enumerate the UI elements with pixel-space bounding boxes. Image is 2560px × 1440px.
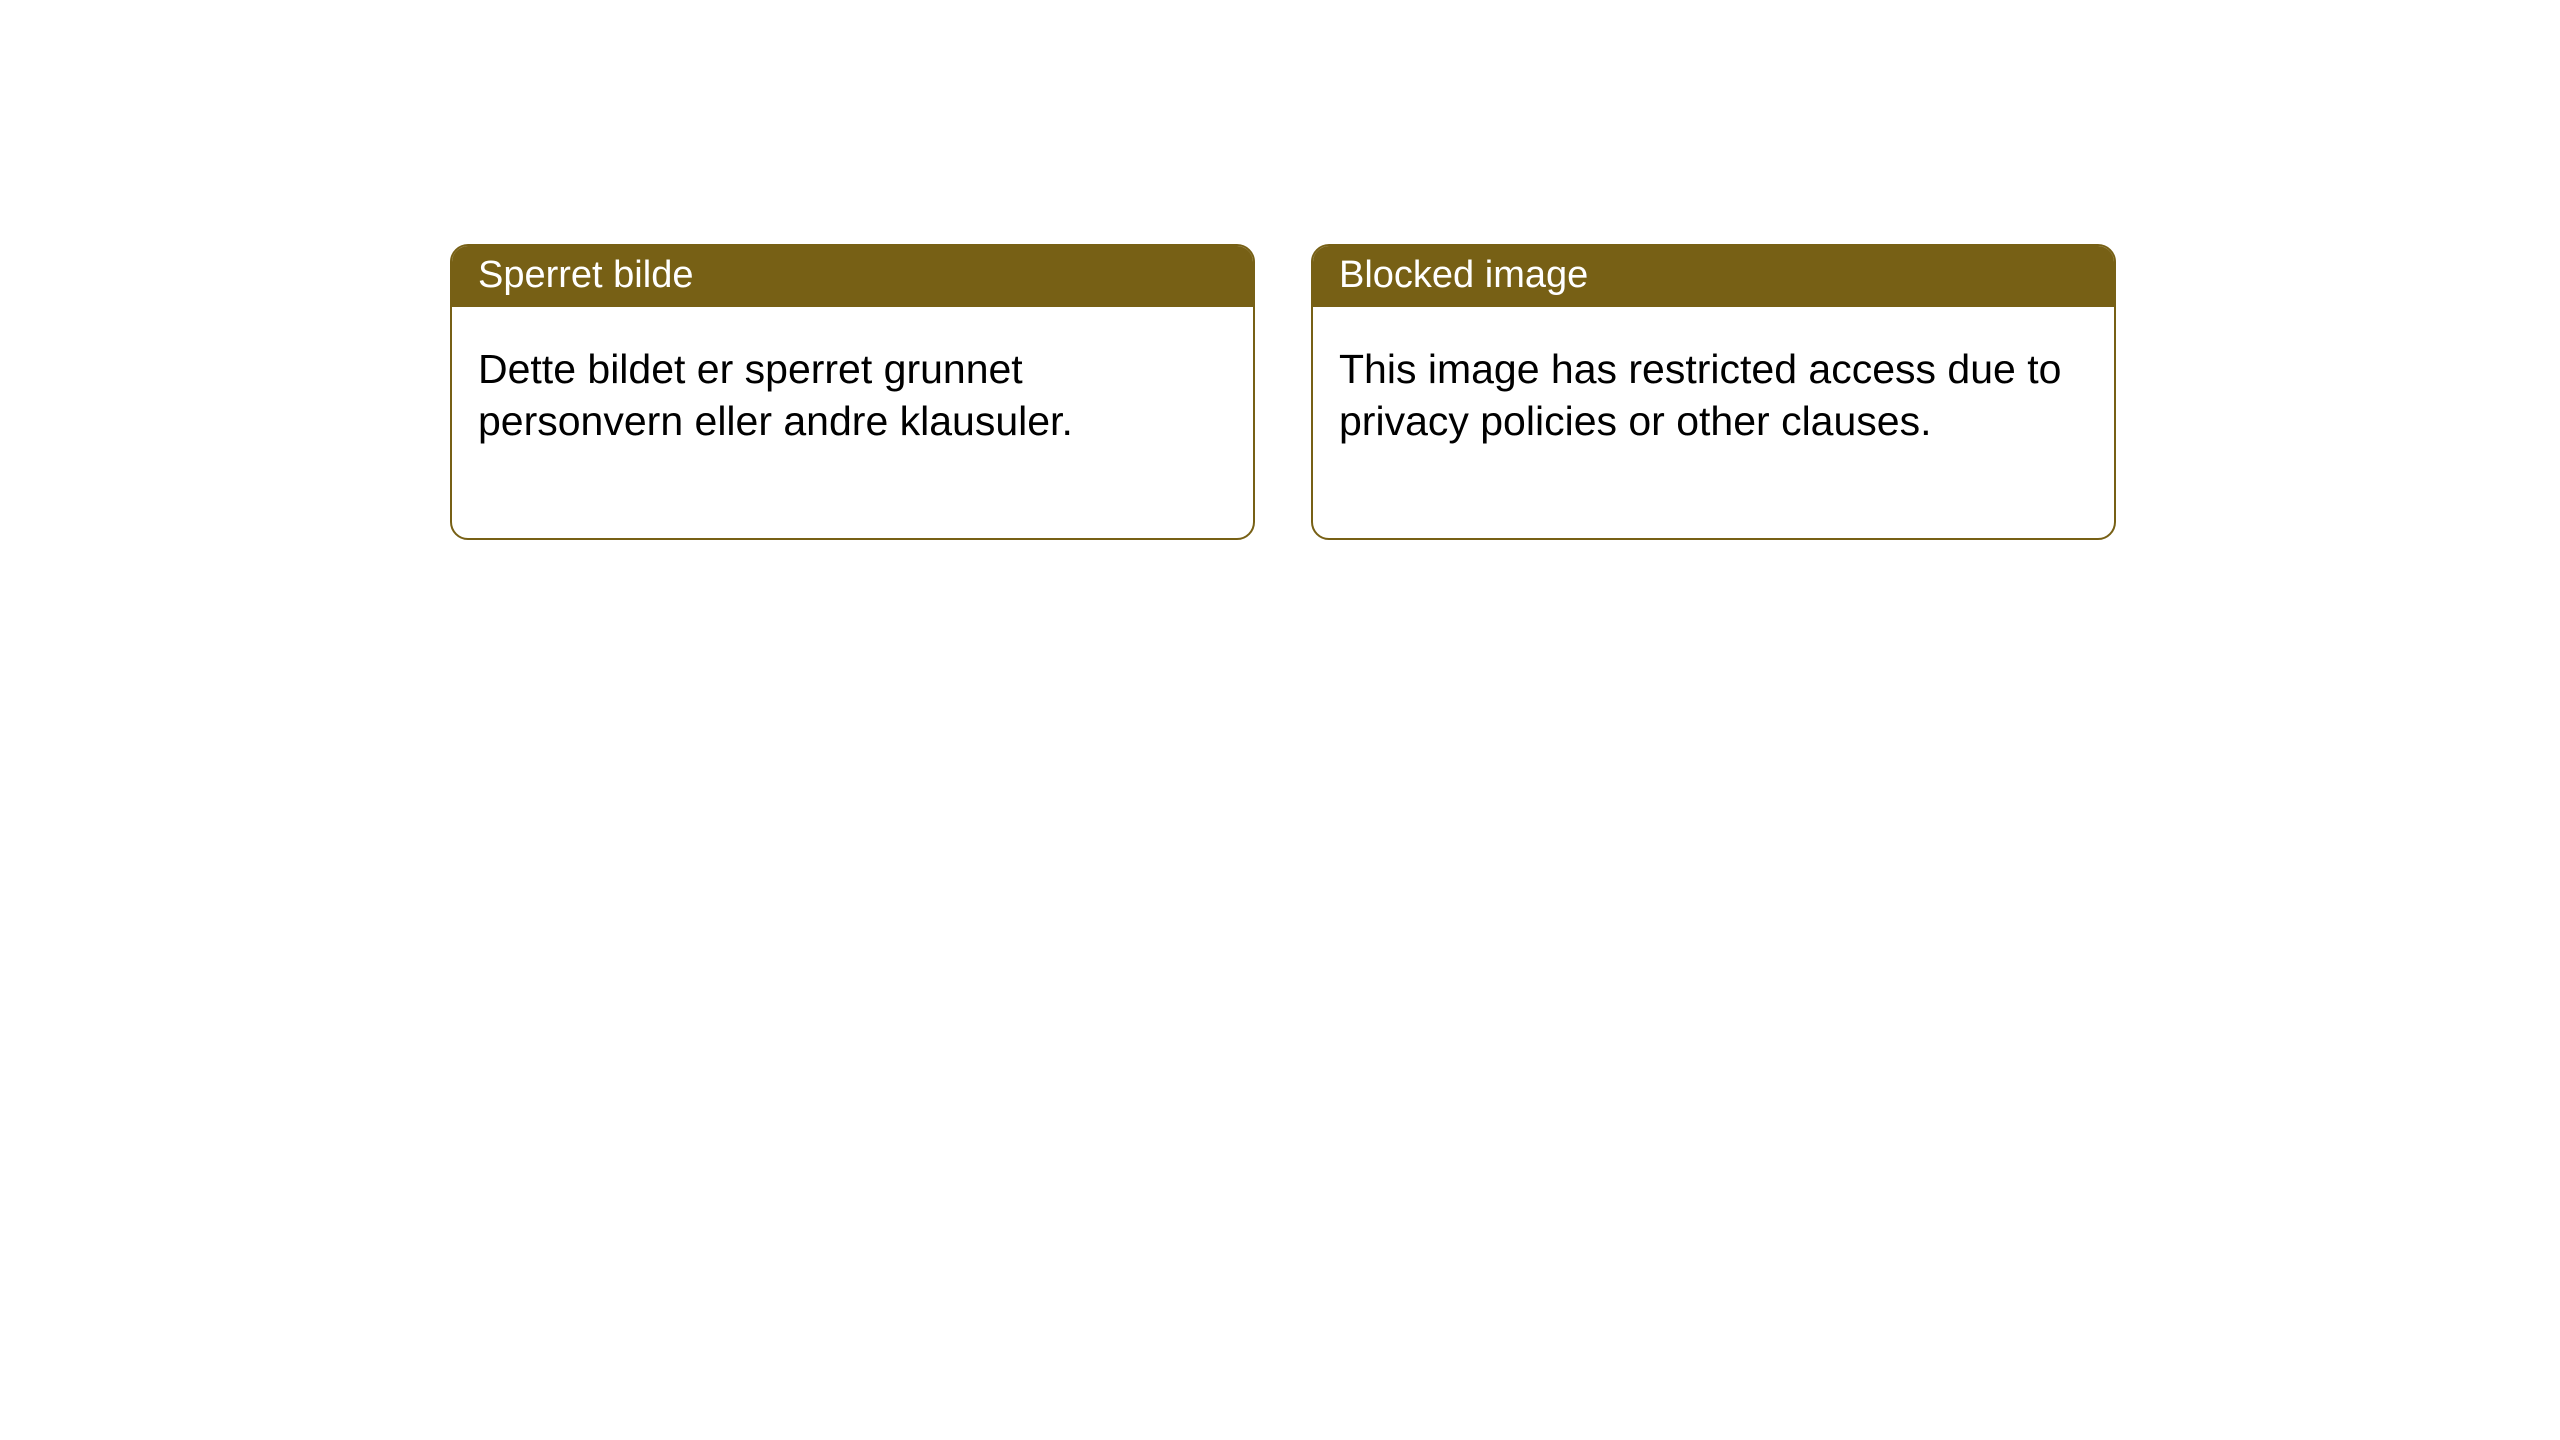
- card-header: Sperret bilde: [452, 246, 1253, 307]
- card-title: Sperret bilde: [478, 254, 693, 296]
- card-body-text: Dette bildet er sperret grunnet personve…: [478, 346, 1073, 444]
- card-header: Blocked image: [1313, 246, 2114, 307]
- blocked-image-card-en: Blocked image This image has restricted …: [1311, 244, 2116, 540]
- card-body: Dette bildet er sperret grunnet personve…: [452, 307, 1253, 538]
- card-title: Blocked image: [1339, 254, 1588, 296]
- card-body-text: This image has restricted access due to …: [1339, 346, 2061, 444]
- cards-container: Sperret bilde Dette bildet er sperret gr…: [0, 0, 2560, 540]
- card-body: This image has restricted access due to …: [1313, 307, 2114, 538]
- blocked-image-card-no: Sperret bilde Dette bildet er sperret gr…: [450, 244, 1255, 540]
